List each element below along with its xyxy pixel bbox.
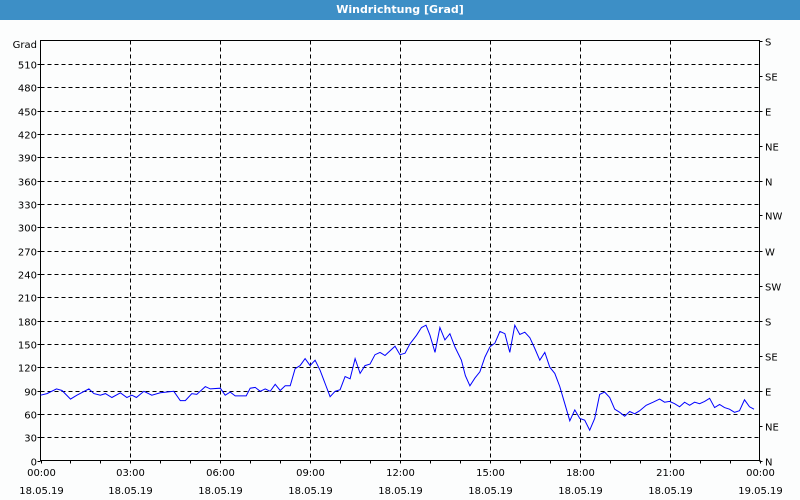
right-tick-label: S [765,38,771,49]
y-tick-label: 450 [18,108,37,119]
x-tick-date: 18.05.19 [378,486,423,497]
right-tick-label: NE [765,423,779,434]
x-tick-time: 03:00 [116,468,145,479]
x-tick-time: 06:00 [206,468,235,479]
y-tick-label: 510 [18,61,37,72]
right-tick-label: N [765,458,772,469]
plot-frame [40,40,760,461]
right-tick-label: NE [765,143,779,154]
series-line [40,323,755,432]
right-tick-label: NW [765,212,782,223]
x-tick-time: 09:00 [296,468,325,479]
right-tick-label: E [765,388,771,399]
y-tick-label: 240 [18,271,37,282]
right-tick-label: SE [765,353,778,364]
y-tick-label: 210 [18,294,37,305]
x-tick-time: 15:00 [476,468,505,479]
y-tick-label: 270 [18,248,37,259]
x-tick-date: 18.05.19 [19,486,64,497]
x-tick-date: 19.05.19 [738,486,783,497]
y-tick-label: 150 [18,341,37,352]
x-tick-date: 18.05.19 [288,486,333,497]
right-tick-label: S [765,318,771,329]
x-tick-time: 12:00 [386,468,415,479]
y-tick-label: 120 [18,364,37,375]
right-tick-label: SE [765,73,778,84]
y-tick-label: 330 [18,201,37,212]
y-tick-label: 360 [18,178,37,189]
y-tick-label: 30 [24,434,37,445]
right-tick-label: W [765,248,775,259]
y-tick-label: 0 [31,458,37,469]
right-tick-label: N [765,178,772,189]
window-title: Windrichtung [Grad] [0,0,800,20]
x-tick-date: 18.05.19 [468,486,513,497]
x-axis-ticks: 00:00 18.05.19 03:00 18.05.19 06:00 18.05.19 0… [19,460,783,497]
x-tick-time: 21:00 [656,468,685,479]
right-axis-ticks: N NE E SE S SW W NW N NE E SE S [759,38,782,469]
x-tick-date: 18.05.19 [108,486,153,497]
y-axis-label: Grad [13,40,37,51]
x-tick-time: 00:00 [746,468,775,479]
x-tick-date: 18.05.19 [648,486,693,497]
x-tick-time: 18:00 [566,468,595,479]
y-tick-label: 390 [18,154,37,165]
y-tick-label: 90 [24,388,37,399]
x-tick-time: 00:00 [27,468,56,479]
y-tick-label: 180 [18,318,37,329]
y-tick-label: 60 [24,411,37,422]
x-tick-date: 18.05.19 [558,486,603,497]
y-tick-label: 420 [18,131,37,142]
left-axis-ticks: 0 30 60 90 120 150 180 210 240 270 300 330 360 390 420… [18,61,41,469]
y-tick-label: 480 [18,84,37,95]
right-tick-label: SW [765,283,781,294]
x-tick-date: 18.05.19 [198,486,243,497]
right-tick-label: E [765,108,771,119]
grid [40,40,760,461]
y-tick-label: 300 [18,224,37,235]
